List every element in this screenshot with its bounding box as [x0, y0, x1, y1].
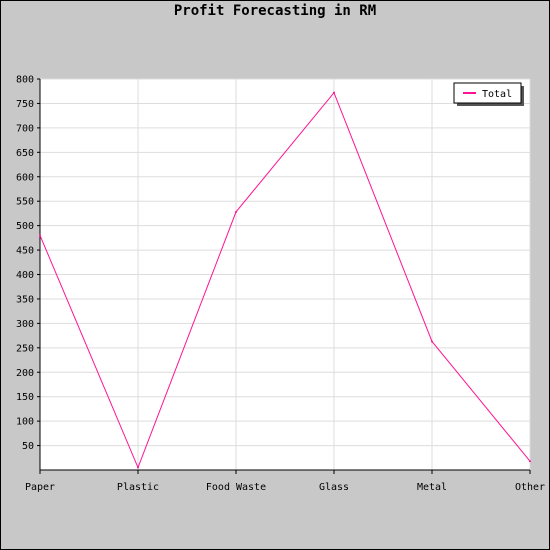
y-tick-label: 700	[16, 123, 34, 134]
y-tick-label: 550	[16, 197, 34, 208]
y-tick-label: 450	[16, 246, 34, 257]
data-point	[333, 92, 335, 94]
data-point	[431, 340, 433, 342]
y-axis-ticks: 50 100 150 200 250 300 350 400 450 500 550 600 650 70…	[16, 75, 40, 453]
y-tick-label: 150	[16, 392, 34, 403]
y-tick-label: 250	[16, 343, 34, 354]
data-point	[235, 211, 237, 213]
y-tick-label: 600	[16, 172, 34, 183]
y-tick-label: 800	[16, 75, 34, 86]
y-tick-label: 300	[16, 319, 34, 330]
data-point	[137, 467, 139, 469]
x-tick-label: Glass	[319, 482, 349, 493]
y-tick-label: 750	[16, 99, 34, 110]
legend-label: Total	[482, 89, 512, 100]
x-tick-label: Paper	[25, 482, 55, 493]
x-tick-label: Other	[515, 482, 545, 493]
y-tick-label: 50	[22, 441, 34, 452]
y-tick-label: 500	[16, 221, 34, 232]
y-tick-label: 400	[16, 270, 34, 281]
y-tick-label: 100	[16, 417, 34, 428]
x-axis-ticks: Paper Plastic Food Waste Glass Metal Other	[25, 470, 545, 493]
y-tick-label: 650	[16, 148, 34, 159]
y-tick-label: 350	[16, 294, 34, 305]
x-tick-label: Food Waste	[206, 482, 266, 493]
data-point	[39, 234, 41, 236]
legend: Total	[454, 83, 524, 106]
y-tick-label: 200	[16, 368, 34, 379]
x-tick-label: Plastic	[117, 482, 159, 493]
data-point	[529, 460, 531, 462]
x-tick-label: Metal	[417, 482, 447, 493]
